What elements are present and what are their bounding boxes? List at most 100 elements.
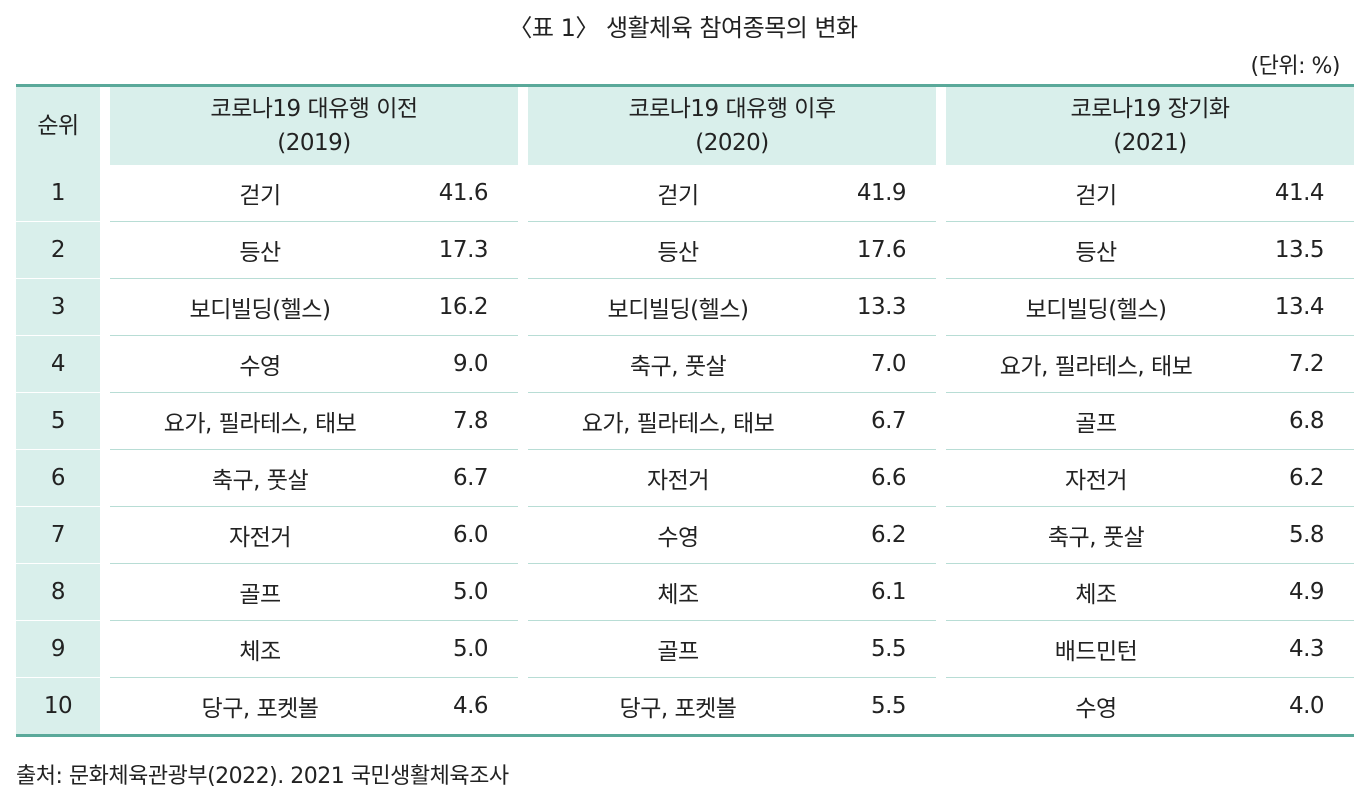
column-gap xyxy=(936,563,947,621)
table-row: 7 자전거 6.0 수영 6.2 축구, 풋살 5.8 xyxy=(16,506,1355,564)
column-gap xyxy=(936,620,947,678)
sport-name-cell: 등산 xyxy=(110,221,410,279)
percent-cell: 6.7 xyxy=(828,392,937,450)
column-gap xyxy=(518,449,529,507)
column-gap xyxy=(100,392,110,450)
column-gap xyxy=(100,506,110,564)
group-header-2021: 코로나19 장기화 (2021) xyxy=(946,85,1355,165)
table-row: 6 축구, 풋살 6.7 자전거 6.6 자전거 6.2 xyxy=(16,449,1355,507)
table-row: 4 수영 9.0 축구, 풋살 7.0 요가, 필라테스, 태보 7.2 xyxy=(16,335,1355,393)
group-header-2020: 코로나19 대유행 이후 (2020) xyxy=(528,85,937,165)
percent-cell: 5.5 xyxy=(828,620,937,678)
percent-cell: 13.4 xyxy=(1246,278,1355,336)
column-gap xyxy=(100,278,110,336)
percent-cell: 6.2 xyxy=(1246,449,1355,507)
sport-name-cell: 수영 xyxy=(1075,696,1117,722)
column-gap xyxy=(518,677,529,736)
sport-name-cell: 요가, 필라테스, 태보 xyxy=(946,335,1247,393)
table-row: 3 보디빌딩(헬스) 16.2 보디빌딩(헬스) 13.3 보디빌딩(헬스) 13.4 xyxy=(16,278,1355,336)
group-header-title: 코로나19 장기화 xyxy=(1070,96,1231,122)
column-gap xyxy=(936,677,947,736)
rank-header: 순위 xyxy=(16,85,100,165)
table-row: 5 요가, 필라테스, 태보 7.8 요가, 필라테스, 태보 6.7 골프 6.8 xyxy=(16,392,1355,450)
sport-name-cell: 자전거 xyxy=(110,506,410,564)
sport-name-cell: 수영 xyxy=(528,506,829,564)
column-gap xyxy=(518,221,529,279)
sport-name-cell: 자전거 xyxy=(528,449,829,507)
sport-name-cell: 보디빌딩(헬스) xyxy=(110,278,410,336)
column-gap xyxy=(936,278,947,336)
percent-cell: 4.6 xyxy=(452,693,489,719)
source-note: 출처: 문화체육관광부(2022). 2021 국민생활체육조사 xyxy=(16,764,509,789)
rank-cell: 3 xyxy=(16,278,100,336)
column-gap xyxy=(100,85,110,165)
unit-label: (단위: %) xyxy=(1250,54,1341,79)
sport-name-cell: 당구, 포켓볼 xyxy=(619,696,737,722)
percent-cell: 13.5 xyxy=(1246,221,1355,279)
column-gap xyxy=(936,449,947,507)
sport-name-cell: 걷기 xyxy=(110,165,410,222)
percent-cell: 6.1 xyxy=(828,563,937,621)
percent-cell: 17.3 xyxy=(410,221,519,279)
sport-name-cell: 골프 xyxy=(946,392,1247,450)
sport-name-cell: 걷기 xyxy=(946,165,1247,222)
percent-cell: 4.9 xyxy=(1246,563,1355,621)
column-gap xyxy=(936,506,947,564)
sport-name-cell: 요가, 필라테스, 태보 xyxy=(528,392,829,450)
percent-cell: 41.6 xyxy=(410,165,519,222)
sport-name-cell: 배드민턴 xyxy=(946,620,1247,678)
sport-name-cell: 등산 xyxy=(528,221,829,279)
column-gap xyxy=(518,278,529,336)
sports-participation-table: 순위 코로나19 대유행 이전 (2019) 코로나19 대유행 이후 (202… xyxy=(16,84,1355,737)
group-header-year: (2019) xyxy=(277,130,351,156)
group-header-title: 코로나19 대유행 이후 xyxy=(628,96,836,122)
column-gap xyxy=(100,449,110,507)
table-row: 9 체조 5.0 골프 5.5 배드민턴 4.3 xyxy=(16,620,1355,678)
sport-name-cell: 보디빌딩(헬스) xyxy=(946,278,1247,336)
column-gap xyxy=(518,620,529,678)
table-row: 2 등산 17.3 등산 17.6 등산 13.5 xyxy=(16,221,1355,279)
sport-name-cell: 수영 xyxy=(110,335,410,393)
percent-cell: 41.4 xyxy=(1246,165,1355,222)
table-row: 1 걷기 41.6 걷기 41.9 걷기 41.4 xyxy=(16,165,1355,222)
percent-cell: 5.0 xyxy=(410,563,519,621)
column-gap xyxy=(100,221,110,279)
sport-name-cell: 당구, 포켓볼 xyxy=(201,696,319,722)
rank-cell: 7 xyxy=(16,506,100,564)
percent-cell: 6.8 xyxy=(1246,392,1355,450)
percent-cell: 7.8 xyxy=(410,392,519,450)
column-gap xyxy=(518,165,529,222)
sport-name-cell: 보디빌딩(헬스) xyxy=(528,278,829,336)
percent-cell: 6.6 xyxy=(828,449,937,507)
percent-cell: 7.2 xyxy=(1246,335,1355,393)
column-gap xyxy=(100,165,110,222)
percent-cell: 9.0 xyxy=(410,335,519,393)
percent-cell: 5.8 xyxy=(1246,506,1355,564)
percent-cell: 7.0 xyxy=(828,335,937,393)
group-header-2019: 코로나19 대유행 이전 (2019) xyxy=(110,85,519,165)
rank-cell: 9 xyxy=(16,620,100,678)
rank-cell: 4 xyxy=(16,335,100,393)
column-gap xyxy=(936,221,947,279)
rank-cell: 1 xyxy=(16,165,100,222)
rank-cell: 8 xyxy=(16,563,100,621)
column-gap xyxy=(936,392,947,450)
table-row: 10 당구, 포켓볼 4.6 당구, 포켓볼 5.5 수영 4.0 xyxy=(16,677,1354,736)
group-header-year: (2020) xyxy=(695,130,769,156)
header-row: 순위 코로나19 대유행 이전 (2019) 코로나19 대유행 이후 (202… xyxy=(16,85,1355,165)
sport-name-cell: 골프 xyxy=(528,620,829,678)
sport-name-cell: 체조 xyxy=(946,563,1247,621)
sport-name-cell: 걷기 xyxy=(528,165,829,222)
percent-cell: 5.0 xyxy=(410,620,519,678)
column-gap xyxy=(100,563,110,621)
column-gap xyxy=(518,506,529,564)
percent-cell: 13.3 xyxy=(828,278,937,336)
percent-cell: 4.3 xyxy=(1246,620,1355,678)
percent-cell: 6.0 xyxy=(410,506,519,564)
sport-name-cell: 축구, 풋살 xyxy=(110,449,410,507)
sport-name-cell: 축구, 풋살 xyxy=(946,506,1247,564)
sport-name-cell: 체조 xyxy=(110,620,410,678)
sport-name-cell: 체조 xyxy=(528,563,829,621)
group-header-year: (2021) xyxy=(1113,130,1187,156)
sport-name-cell: 등산 xyxy=(946,221,1247,279)
